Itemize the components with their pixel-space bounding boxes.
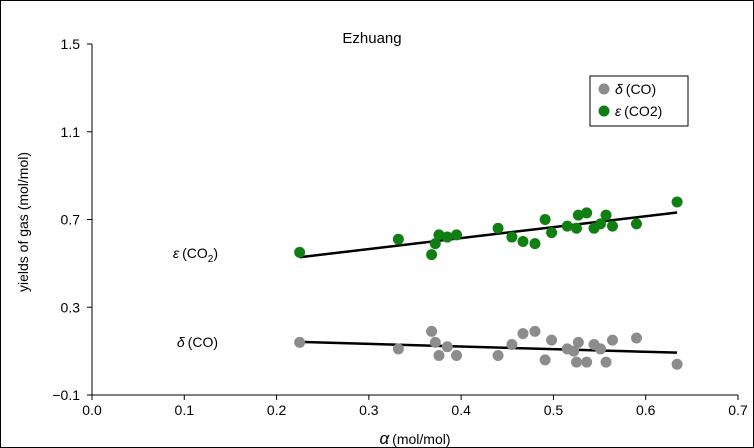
- data-point: [581, 207, 593, 219]
- x-tick-label: 0.3: [359, 402, 379, 418]
- data-point: [441, 231, 453, 243]
- trendline: [299, 340, 678, 354]
- legend-symbol: δ: [615, 81, 623, 97]
- data-point: [492, 222, 504, 234]
- y-tick-label: −0.1: [52, 387, 80, 403]
- legend-unit: (CO): [626, 81, 656, 97]
- trendline-annotation: ε (CO2): [173, 245, 218, 265]
- x-tick-label: 0.5: [544, 402, 564, 418]
- legend-marker: [598, 105, 610, 117]
- data-point: [671, 196, 683, 208]
- data-point: [546, 334, 558, 346]
- data-point: [539, 354, 551, 366]
- data-point: [429, 336, 441, 348]
- data-point: [426, 325, 438, 337]
- data-point: [600, 356, 612, 368]
- data-point: [451, 350, 463, 362]
- data-point: [441, 341, 453, 353]
- annotation-unit: (CO: [182, 245, 208, 261]
- y-tick-label: 1.1: [61, 124, 81, 140]
- data-point: [506, 339, 518, 351]
- data-point: [594, 343, 606, 355]
- data-point: [294, 336, 306, 348]
- annotation-symbol: ε: [173, 245, 180, 261]
- data-point: [539, 214, 551, 225]
- x-axis-title-symbol: α: [379, 429, 390, 448]
- x-tick-label: 0.4: [451, 402, 471, 418]
- x-tick-label: 0.6: [636, 402, 656, 418]
- data-points: [294, 196, 683, 370]
- data-point: [561, 220, 573, 232]
- legend-marker: [598, 83, 610, 95]
- y-axis-title: yields of gas (mol/mol): [15, 152, 31, 292]
- annotation-subscript: 2: [208, 254, 214, 265]
- data-point: [600, 209, 612, 221]
- data-point: [630, 332, 642, 344]
- data-point: [546, 227, 558, 239]
- data-point: [294, 246, 306, 258]
- x-tick-label: 0.0: [82, 402, 102, 418]
- data-point: [671, 358, 683, 370]
- annotation-symbol: δ: [177, 334, 185, 350]
- x-tick-label: 0.1: [175, 402, 195, 418]
- data-point: [606, 334, 618, 346]
- data-point: [517, 235, 529, 247]
- y-tick-label: 0.3: [61, 299, 81, 315]
- data-point: [581, 356, 593, 368]
- chart-title: Ezhuang: [342, 30, 401, 47]
- data-point: [572, 336, 584, 348]
- data-point: [492, 350, 504, 362]
- trendline-annotation: δ (CO): [177, 334, 218, 350]
- data-point: [392, 233, 404, 245]
- data-point: [429, 238, 441, 250]
- trendline: [299, 211, 678, 259]
- data-point: [529, 238, 541, 250]
- data-point: [392, 343, 404, 355]
- data-point: [451, 229, 463, 241]
- data-point: [630, 218, 642, 230]
- data-point: [572, 209, 584, 221]
- axes: −0.1 0.3 0.7 1.1 1.5 0.0 0.1 0.2 0.3 0.4 0.5 0.6 0.7: [52, 36, 748, 418]
- data-point: [571, 222, 582, 234]
- annotation-unit: (CO): [188, 334, 218, 350]
- data-point: [433, 350, 445, 362]
- x-axis-title: α (mol/mol): [379, 429, 450, 448]
- data-point: [594, 218, 606, 230]
- data-point: [426, 249, 438, 261]
- data-point: [568, 345, 580, 357]
- trendlines: [299, 211, 678, 354]
- legend-unit: (CO2): [624, 103, 662, 119]
- data-point: [571, 356, 582, 368]
- x-tick-label: 0.2: [267, 402, 287, 418]
- annotation-unit-close: ): [213, 245, 218, 261]
- data-point: [433, 229, 445, 241]
- y-tick-label: 1.5: [61, 36, 81, 52]
- legend-symbol: ε: [615, 103, 622, 119]
- legend: δ (CO)ε (CO2): [589, 75, 689, 127]
- legend-label: ε (CO2): [615, 103, 662, 119]
- data-point: [506, 231, 518, 243]
- legend-label: δ (CO): [615, 81, 656, 97]
- data-point: [517, 328, 529, 340]
- y-tick-label: 0.7: [61, 212, 81, 228]
- annotations: ε (CO2)δ (CO): [173, 245, 218, 350]
- x-tick-label: 0.7: [728, 402, 748, 418]
- x-axis-title-unit: (mol/mol): [392, 431, 450, 447]
- data-point: [529, 325, 541, 337]
- data-point: [606, 220, 618, 232]
